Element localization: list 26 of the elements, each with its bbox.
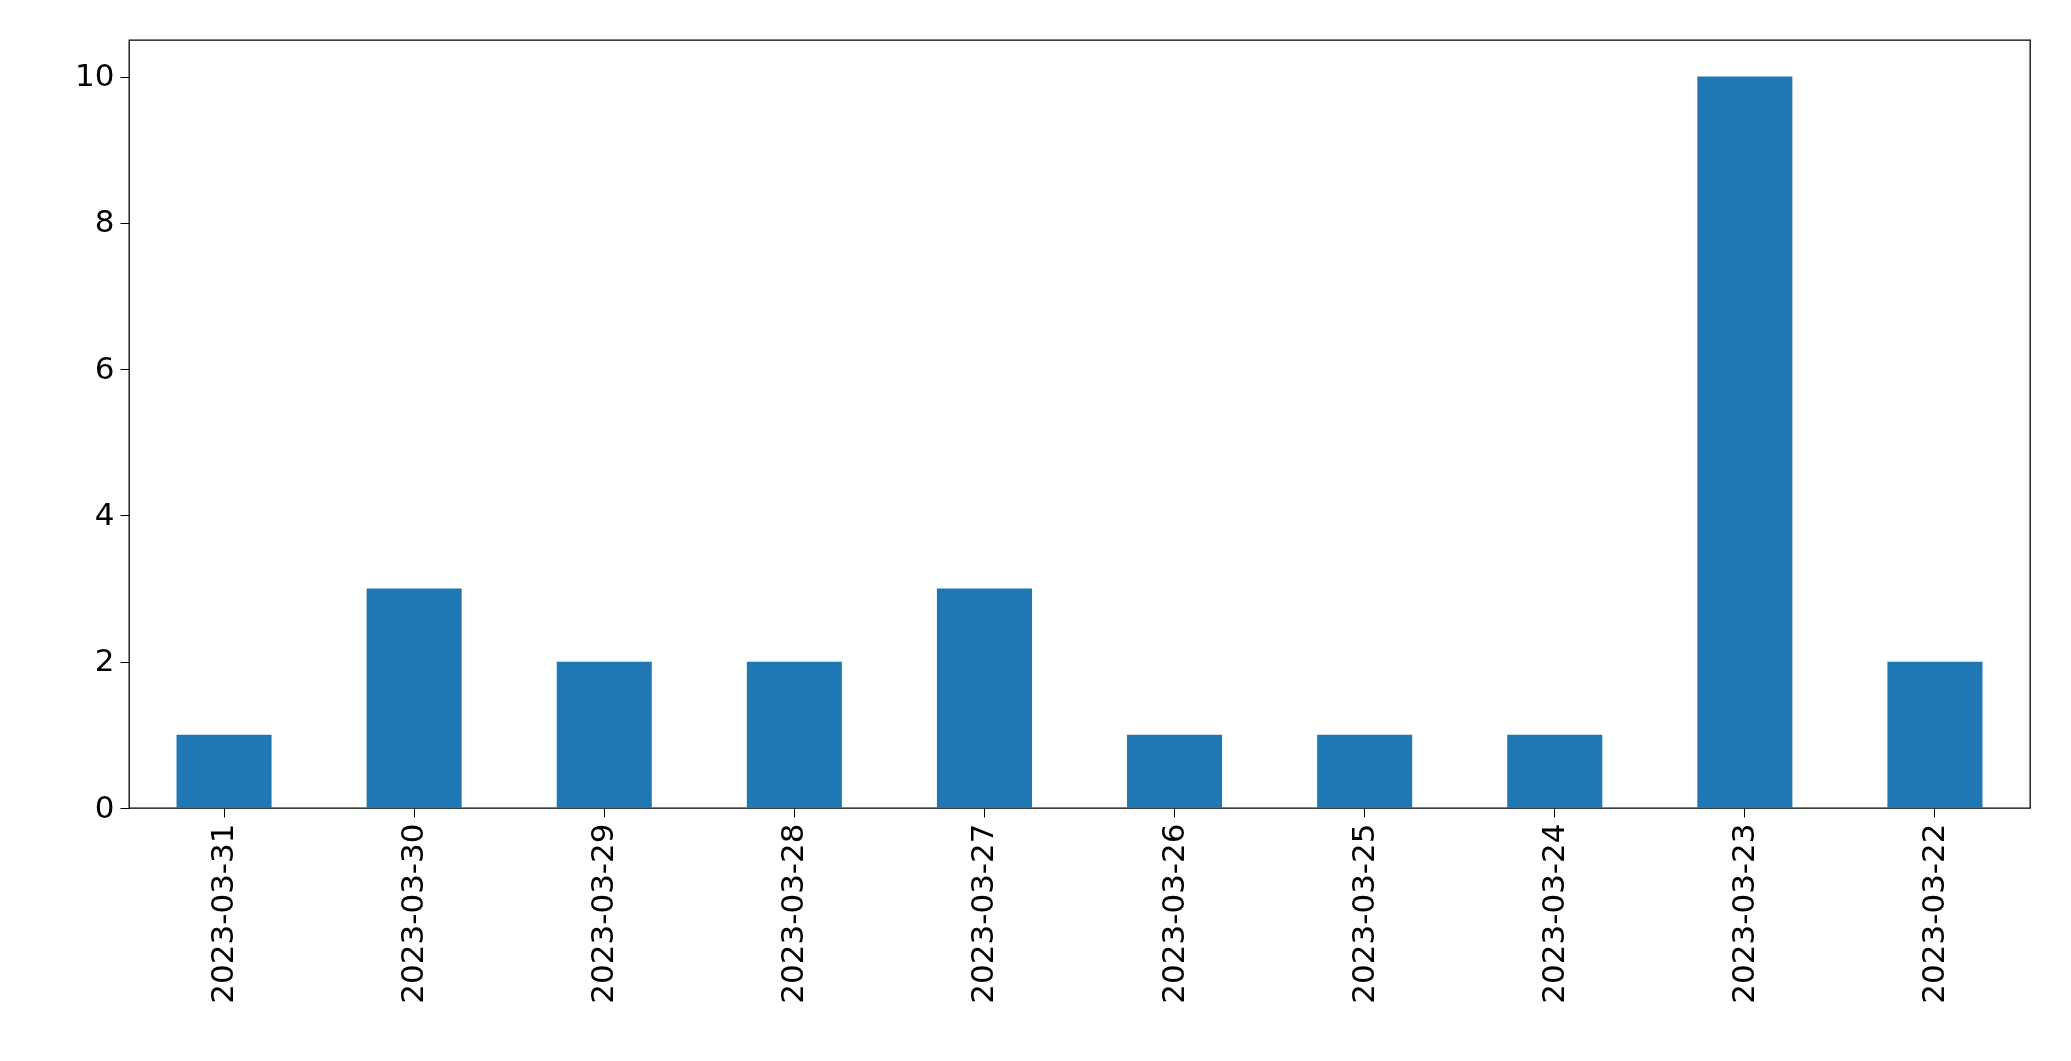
bar [936,588,1032,808]
bar [1317,734,1413,808]
y-tick-label: 8 [94,203,115,240]
x-tick-label: 2023-03-23 [1724,823,1761,1004]
x-tick-label: 2023-03-26 [1154,823,1191,1004]
x-tick-label: 2023-03-31 [204,823,241,1004]
x-tick-label: 2023-03-25 [1344,823,1381,1004]
bar [556,661,652,808]
bar [366,588,462,808]
x-tick-label: 2023-03-24 [1534,823,1571,1004]
y-tick-label: 10 [75,57,115,94]
bar [1127,734,1223,808]
x-tick-label: 2023-03-29 [584,823,621,1004]
bar [746,661,842,808]
y-tick-label: 2 [94,642,115,679]
y-tick-label: 4 [94,495,115,532]
bar [1887,661,1983,808]
x-tick-label: 2023-03-28 [774,823,811,1004]
y-tick-label: 6 [94,349,115,386]
y-tick-label: 0 [94,788,115,825]
x-tick-label: 2023-03-27 [964,823,1001,1004]
bar [1507,734,1603,808]
bar [1697,76,1793,808]
bar [176,734,272,808]
x-tick-label: 2023-03-22 [1914,823,1951,1004]
x-tick-label: 2023-03-30 [394,823,431,1004]
